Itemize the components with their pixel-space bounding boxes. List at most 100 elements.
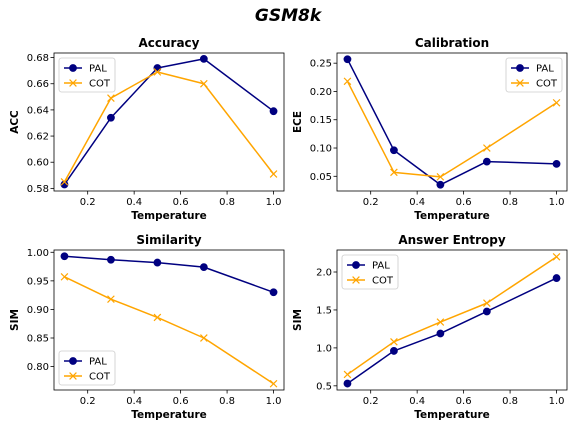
panel-2: Calibration 0.2 0.4 0.6 0.8 1.0 0.05 0.10 0.15 0.… (292, 36, 568, 222)
data-point-cot-stroke-b (436, 318, 445, 326)
plot-frame (336, 249, 568, 391)
data-point-cot-stroke-b (153, 313, 162, 322)
x-tick-label: 0.8 (219, 197, 235, 208)
data-point-cot (200, 79, 208, 88)
x-tick-label: 0.2 (363, 197, 379, 208)
legend-label: COT (372, 276, 394, 287)
panel-title: Calibration (415, 36, 489, 50)
data-point-cot-stroke-b (107, 94, 115, 102)
plot-frame (53, 249, 285, 391)
y-tick-label: 0.62 (27, 132, 49, 143)
data-point-pal (269, 107, 278, 116)
y-axis-label: ACC (9, 110, 21, 134)
y-tick-label: 0.05 (310, 172, 332, 183)
y-tick-label: 0.5 (316, 381, 332, 392)
data-point-cot-stroke-b (343, 77, 352, 86)
y-axis-label: ECE (292, 111, 304, 133)
legend-label: PAL (536, 64, 554, 75)
data-point-cot (436, 318, 445, 326)
data-point-cot-stroke-b (269, 170, 278, 178)
data-point-cot-stroke-b (269, 379, 278, 388)
x-tick-label: 1.0 (549, 197, 565, 208)
data-point-cot-stroke-b (552, 253, 561, 261)
data-point-cot-stroke-b (200, 79, 208, 88)
data-point-pal (343, 55, 352, 64)
x-tick-label: 0.6 (173, 197, 189, 208)
data-point-cot (390, 168, 398, 177)
data-point-pal (482, 157, 491, 166)
data-point-cot (269, 170, 278, 178)
data-point-cot (269, 379, 278, 388)
data-point-pal (552, 159, 561, 168)
data-point-cot-stroke-b (483, 144, 491, 152)
y-tick-label: 1.00 (27, 248, 49, 259)
x-axis-label: Temperature (131, 210, 207, 222)
data-point-cot (343, 77, 352, 86)
panel-1: Accuracy 0.2 0.4 0.6 0.8 1.0 0.58 0.60 0.62 0.64 0… (9, 36, 285, 222)
series-cot (60, 273, 278, 388)
panel-3: Similarity 0.2 0.4 0.6 0.8 1.0 0.80 0.85 0.90 0.9… (9, 233, 285, 421)
data-point-cot-stroke-b (552, 98, 561, 107)
data-point-pal (436, 329, 445, 338)
data-point-pal (436, 180, 445, 189)
plot-frame (53, 52, 285, 192)
legend-swatch-marker-stroke-b (352, 276, 360, 284)
y-tick-label: 0.60 (27, 158, 49, 169)
y-tick-label: 1.0 (316, 343, 332, 354)
data-point-cot-stroke-b (107, 295, 115, 303)
data-point-pal (552, 274, 561, 282)
data-point-cot (153, 68, 162, 76)
data-point-cot-stroke-b (390, 168, 398, 177)
legend-label: COT (89, 372, 111, 383)
data-point-cot-stroke-b (200, 334, 208, 342)
legend-swatch-marker (69, 357, 77, 365)
data-point-pal (390, 146, 398, 155)
x-axis-label: Temperature (414, 409, 490, 421)
data-point-cot (552, 98, 561, 107)
plot-frame (336, 52, 568, 192)
y-tick-label: 2.0 (316, 268, 332, 279)
panel-4: Answer Entropy 0.2 0.4 0.6 0.8 1.0 0.5 1.0 1.5 2.… (292, 233, 568, 421)
x-tick-label: 0.2 (363, 396, 379, 407)
legend-label: COT (536, 79, 558, 90)
x-tick-label: 0.6 (173, 396, 189, 407)
legend-label: COT (89, 79, 111, 90)
legend-swatch-marker (516, 79, 524, 87)
x-tick-label: 0.8 (219, 396, 235, 407)
data-point-pal (107, 255, 115, 264)
panel-title: Answer Entropy (398, 233, 506, 247)
x-tick-label: 0.4 (409, 396, 425, 407)
x-tick-label: 0.2 (80, 197, 96, 208)
y-tick-label: 0.95 (27, 276, 49, 287)
legend-swatch-marker-stroke-b (69, 372, 77, 380)
legend-swatch-marker (516, 64, 524, 72)
legend-label: PAL (89, 357, 107, 368)
x-tick-label: 0.2 (80, 396, 96, 407)
panel-title: Accuracy (138, 36, 199, 50)
y-tick-label: 0.10 (310, 144, 332, 155)
data-point-pal (199, 263, 208, 272)
x-tick-label: 1.0 (266, 197, 282, 208)
x-tick-label: 0.4 (126, 197, 142, 208)
data-point-cot-stroke-b (436, 173, 445, 181)
data-point-pal (153, 258, 162, 267)
data-point-pal (269, 288, 278, 297)
data-point-pal (343, 379, 352, 388)
x-axis-label: Temperature (131, 409, 207, 421)
y-tick-label: 0.25 (310, 59, 332, 70)
legend: PAL COT (58, 57, 116, 93)
legend-swatch-marker (352, 261, 360, 269)
data-point-cot-stroke-b (343, 370, 352, 379)
data-point-cot (153, 313, 162, 322)
series-pal (343, 55, 561, 189)
panel-title: Similarity (136, 233, 201, 247)
x-tick-label: 1.0 (266, 396, 282, 407)
data-point-cot-stroke-b (153, 68, 162, 76)
data-point-cot (60, 273, 69, 281)
y-axis-label: SIM (9, 309, 21, 331)
data-point-cot (60, 178, 69, 186)
y-tick-label: 0.85 (27, 334, 49, 345)
series-pal (343, 274, 561, 388)
data-point-cot-stroke-b (390, 337, 398, 346)
